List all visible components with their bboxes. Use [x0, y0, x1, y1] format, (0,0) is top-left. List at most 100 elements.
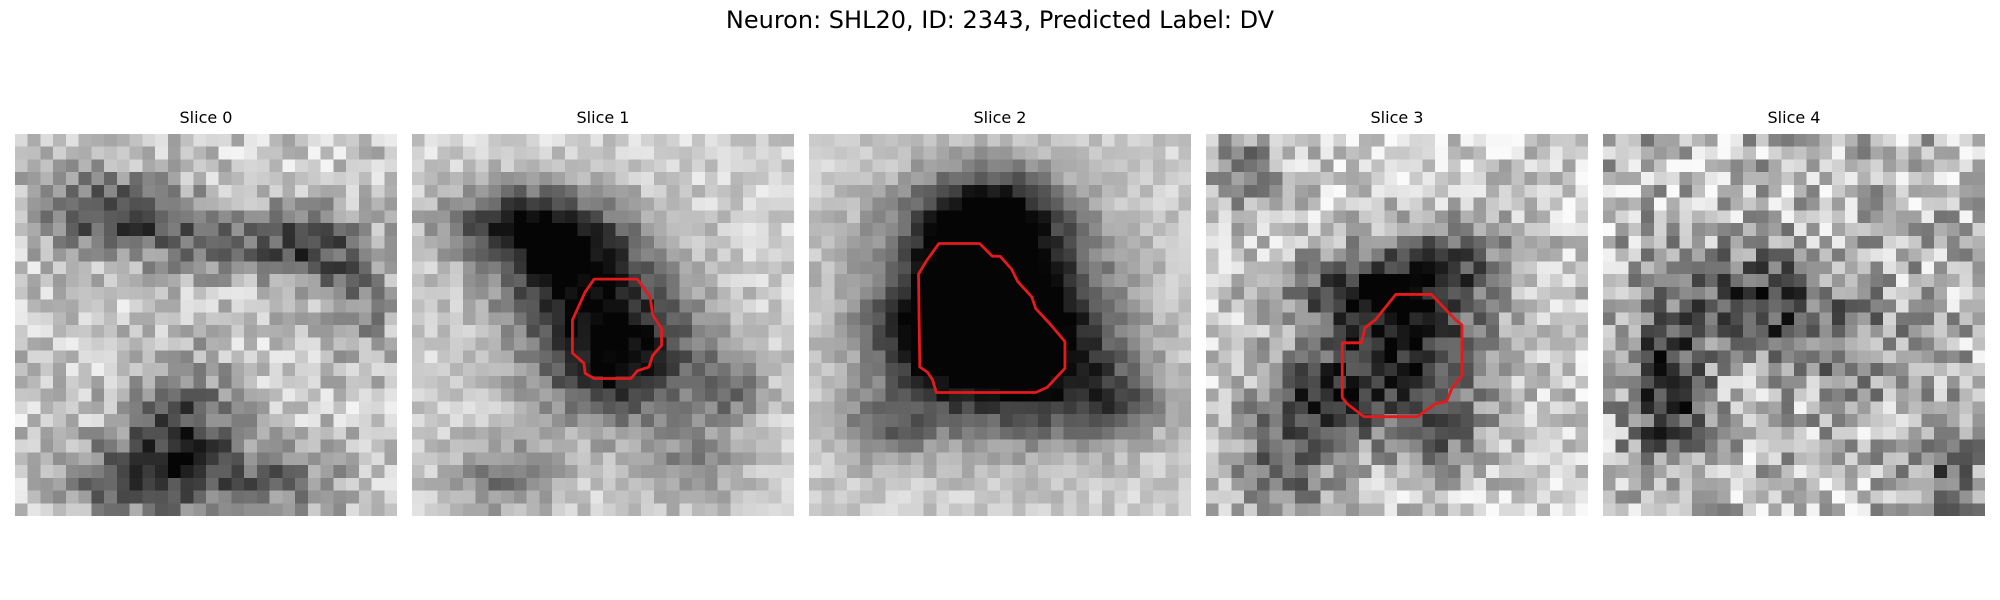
pixel	[1473, 337, 1487, 351]
pixel	[180, 490, 194, 504]
pixel	[987, 261, 1001, 275]
pixel	[1384, 490, 1398, 504]
pixel	[231, 184, 245, 198]
pixel	[424, 477, 438, 491]
pixel	[653, 159, 667, 173]
pixel	[1231, 159, 1245, 173]
pixel	[961, 299, 975, 313]
pixel	[1498, 172, 1512, 186]
pixel	[1244, 401, 1258, 415]
pixel	[1972, 197, 1985, 211]
pixel	[65, 184, 79, 198]
pixel	[1269, 375, 1283, 389]
pixel	[206, 503, 219, 516]
pixel	[1628, 223, 1642, 237]
pixel	[603, 184, 616, 198]
pixel	[628, 325, 642, 338]
pixel	[462, 439, 476, 453]
pixel	[1165, 439, 1179, 453]
pixel	[1089, 477, 1103, 491]
pixel	[679, 312, 693, 326]
pixel	[269, 299, 283, 313]
pixel	[1768, 503, 1782, 516]
pixel	[1641, 363, 1655, 377]
pixel	[295, 286, 309, 300]
pixel	[1165, 299, 1179, 313]
pixel	[1295, 184, 1309, 198]
pixel	[768, 337, 782, 351]
pixel	[437, 261, 451, 275]
pixel	[371, 325, 385, 338]
pixel	[501, 197, 515, 211]
pixel	[1857, 452, 1871, 466]
pixel	[603, 286, 616, 300]
pixel	[641, 261, 655, 275]
pixel	[949, 426, 963, 440]
pixel	[1603, 184, 1616, 198]
pixel	[821, 223, 835, 237]
pixel	[424, 388, 438, 402]
pixel	[834, 223, 848, 237]
pixel	[859, 248, 873, 262]
pixel	[1730, 210, 1744, 224]
pixel	[1870, 159, 1884, 173]
pixel	[1320, 477, 1334, 491]
pixel	[1218, 134, 1232, 147]
pixel	[1819, 286, 1833, 300]
pixel	[1422, 477, 1436, 491]
pixel	[1908, 452, 1922, 466]
pixel	[1819, 350, 1833, 364]
pixel	[717, 312, 731, 326]
pixel	[872, 235, 886, 249]
pixel	[1959, 465, 1973, 479]
pixel	[1692, 197, 1706, 211]
pixel	[142, 146, 156, 160]
pixel	[1486, 172, 1500, 186]
pixel	[717, 375, 731, 389]
pixel	[730, 235, 744, 249]
pixel	[872, 299, 886, 313]
pixel	[847, 452, 861, 466]
pixel	[641, 184, 655, 198]
pixel	[653, 503, 667, 516]
pixel	[1666, 426, 1680, 440]
pixel	[1537, 248, 1551, 262]
pixel	[91, 439, 105, 453]
pixel	[1819, 146, 1833, 160]
pixel	[628, 159, 642, 173]
pixel	[1794, 159, 1807, 173]
pixel	[755, 134, 769, 147]
pixel	[1832, 312, 1846, 326]
pixel	[666, 197, 680, 211]
pixel	[1178, 325, 1191, 338]
pixel	[412, 325, 425, 338]
pixel	[526, 299, 540, 313]
pixel	[1946, 197, 1960, 211]
pixel	[167, 426, 181, 440]
pixel	[1063, 426, 1077, 440]
pixel	[231, 363, 245, 377]
pixel	[743, 375, 757, 389]
pixel	[15, 235, 28, 249]
pixel	[1666, 223, 1680, 237]
pixel	[781, 325, 794, 338]
pixel	[488, 274, 502, 288]
pixel	[371, 388, 385, 402]
pixel	[1692, 465, 1706, 479]
pixel	[1435, 248, 1449, 262]
pixel	[1231, 375, 1245, 389]
slice-image-0	[15, 134, 397, 516]
pixel	[462, 223, 476, 237]
pixel	[768, 503, 782, 516]
pixel	[1908, 426, 1922, 440]
pixel	[1409, 261, 1423, 275]
pixel	[923, 159, 937, 173]
pixel	[859, 477, 873, 491]
pixel	[1959, 197, 1973, 211]
pixel	[475, 197, 489, 211]
pixel	[590, 363, 604, 377]
pixel	[1346, 235, 1360, 249]
pixel	[1730, 312, 1744, 326]
pixel	[1575, 210, 1588, 224]
pixel	[717, 134, 731, 147]
